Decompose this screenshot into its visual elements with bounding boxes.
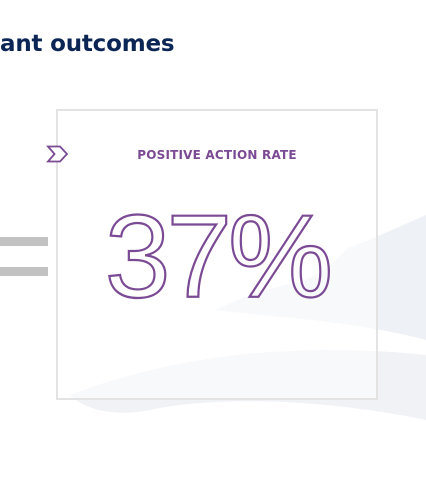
- equals-icon: [0, 237, 48, 277]
- equals-bar-top: [0, 237, 48, 246]
- equals-bar-bottom: [0, 267, 48, 276]
- stat-value: 37%: [104, 199, 334, 311]
- page-title: ant outcomes: [0, 31, 175, 57]
- stat-value-text: 37%: [105, 199, 329, 311]
- stat-card: POSITIVE ACTION RATE 37%: [46, 109, 378, 400]
- chevron-right-icon: [46, 145, 69, 163]
- stat-label: POSITIVE ACTION RATE: [137, 148, 297, 162]
